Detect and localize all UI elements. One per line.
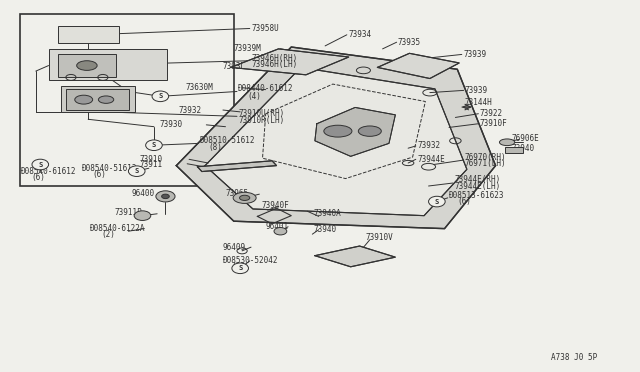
Text: 73940F: 73940F [261,201,289,210]
Polygon shape [315,246,396,267]
Text: S: S [152,142,156,148]
Text: 76906E: 76906E [511,134,540,143]
Text: 73934: 73934 [348,30,371,39]
Text: Ð08510-51612: Ð08510-51612 [200,136,255,145]
Ellipse shape [156,191,175,202]
Text: 73939: 73939 [463,50,486,59]
Text: 76971(LH): 76971(LH) [465,159,507,168]
Text: 7393L: 7393L [223,62,246,71]
Text: 73940: 73940 [314,225,337,234]
Text: 73910U(RH): 73910U(RH) [238,109,285,118]
Ellipse shape [75,95,93,104]
Ellipse shape [99,96,114,103]
Ellipse shape [429,196,445,207]
Text: 73910V: 73910V [366,233,394,243]
Ellipse shape [232,263,248,273]
Text: (2): (2) [102,230,115,240]
Text: 73910F: 73910F [479,119,508,128]
Text: 73944E(LH): 73944E(LH) [454,182,500,190]
Text: 73946H(RH): 73946H(RH) [251,54,297,62]
Text: 73911: 73911 [140,160,163,169]
Text: 73935: 73935 [398,38,421,47]
Text: Ð08540-6122A: Ð08540-6122A [90,224,146,233]
Ellipse shape [134,211,151,221]
Text: 73630M: 73630M [186,83,214,92]
Bar [61,86,135,112]
Bar [58,54,116,77]
Text: 73144H: 73144H [465,99,493,108]
Text: 73932: 73932 [417,141,440,151]
Bar [49,49,167,80]
Polygon shape [176,47,495,229]
Text: Ð08513-61623: Ð08513-61623 [449,191,504,200]
Text: Ð08530-52042: Ð08530-52042 [223,256,278,264]
Polygon shape [205,67,467,216]
Text: Ð08540-51612: Ð08540-51612 [83,164,138,173]
Ellipse shape [77,61,97,70]
Text: Ð08440-61612: Ð08440-61612 [238,84,294,93]
Text: (8): (8) [208,142,222,151]
Bar [20,14,234,186]
Text: Ð08540-61612: Ð08540-61612 [21,167,77,176]
Text: 73944E: 73944E [417,155,445,164]
Text: S: S [38,161,42,167]
Polygon shape [378,53,460,78]
Text: 73946H(LH): 73946H(LH) [251,60,297,69]
Text: 73939M: 73939M [234,44,262,53]
Text: 73910: 73910 [140,155,163,164]
Bar [67,89,129,110]
Text: S: S [134,168,139,174]
Text: 96400: 96400 [132,189,155,198]
Text: A738 J0 5P: A738 J0 5P [551,353,597,362]
Ellipse shape [146,140,163,151]
Text: 73910R(LH): 73910R(LH) [238,116,285,125]
Polygon shape [315,108,396,156]
Ellipse shape [233,192,256,203]
Text: S: S [435,199,439,205]
Polygon shape [230,49,349,75]
Text: 73958U: 73958U [251,24,279,33]
Text: (4): (4) [232,262,246,271]
Ellipse shape [162,194,170,199]
Ellipse shape [152,91,169,102]
Ellipse shape [274,228,287,235]
Text: (6): (6) [458,198,471,206]
Ellipse shape [239,195,250,201]
Text: 73911P: 73911P [115,208,142,217]
Text: 73932: 73932 [178,106,202,115]
Ellipse shape [324,125,352,137]
Text: S: S [158,93,163,99]
Ellipse shape [499,139,515,145]
Ellipse shape [129,166,145,176]
Text: 73930: 73930 [159,121,182,129]
Text: (6): (6) [31,173,45,182]
Text: 73939: 73939 [465,86,488,95]
Text: 73922: 73922 [479,109,503,118]
Text: 73940A: 73940A [314,209,341,218]
Text: 73940: 73940 [511,144,534,153]
Text: (4): (4) [248,92,262,101]
Text: (6): (6) [92,170,106,179]
Polygon shape [197,161,276,171]
Text: 96409: 96409 [223,243,246,251]
Bar [58,26,119,43]
Text: 73965: 73965 [225,189,248,198]
Text: 96401: 96401 [266,221,289,231]
Text: 73944E(RH): 73944E(RH) [454,175,500,184]
Text: S: S [238,265,243,271]
Text: 76970(RH): 76970(RH) [465,153,507,161]
Ellipse shape [32,159,49,170]
Bar [505,147,523,153]
Ellipse shape [358,126,381,137]
